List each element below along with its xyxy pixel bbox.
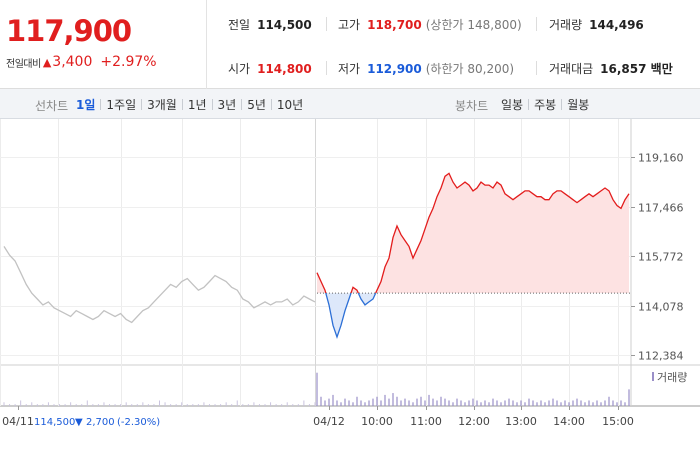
divider — [326, 61, 327, 75]
today-price-line-down — [325, 293, 377, 340]
tab-divider — [528, 98, 530, 110]
stat-label: 거래대금 — [549, 62, 594, 76]
stat-value: 118,700 — [367, 17, 422, 32]
change-label: 전일대비 — [6, 58, 41, 70]
line-period-tab-4[interactable]: 3년 — [217, 97, 237, 112]
current-price-box: 117,900 전일대비 ▲ 3,400 +2.97% — [0, 0, 207, 89]
up-area-fill — [317, 173, 629, 294]
candle-period-tab-2[interactable]: 월봉 — [567, 97, 590, 112]
stat-label: 고가 — [338, 18, 361, 32]
stat-sub: (상한가 148,800) — [425, 18, 522, 32]
prev-day-change: 2,700 — [86, 417, 115, 428]
change-percent: +2.97% — [100, 54, 157, 70]
intraday-price-chart[interactable]: 119,160 117,466 115,772 114,078 112,384 거래량 04… — [0, 119, 700, 450]
candle-period-tab-0[interactable]: 일봉 — [501, 97, 524, 112]
stat-low: 저가 112,900 (하한가 80,200) — [338, 60, 514, 77]
stat-label: 시가 — [228, 62, 251, 76]
stat-value: 144,496 — [589, 17, 644, 32]
stat-prev-close: 전일 114,500 — [228, 16, 312, 33]
quote-summary: 117,900 전일대비 ▲ 3,400 +2.97% 전일 114,500 고… — [0, 0, 700, 89]
volume-legend-swatch — [652, 372, 654, 381]
stat-label: 전일 — [228, 18, 251, 32]
line-chart-label: 선차트 — [35, 99, 69, 113]
prev-day-price-line — [3, 246, 316, 324]
line-period-tab-2[interactable]: 3개월 — [147, 97, 177, 112]
y-tick-label: 115,772 — [638, 251, 684, 264]
divider — [536, 61, 537, 75]
x-tick-label: 11:00 — [410, 415, 442, 428]
candle-period-tabs: 일봉 주봉 월봉 — [496, 89, 594, 119]
line-period-tabs: 1일 1주일 3개월 1년 3년 5년 10년 — [71, 89, 308, 119]
stat-open: 시가 114,800 — [228, 60, 312, 77]
triangle-down-icon: ▼ — [75, 417, 83, 428]
y-tick-label: 114,078 — [638, 301, 684, 314]
stat-sub: (하한가 80,200) — [425, 62, 515, 76]
stat-label: 저가 — [338, 62, 361, 76]
stat-value: 114,500 — [257, 17, 312, 32]
y-tick-label: 117,466 — [638, 202, 684, 215]
x-tick-label: 04/11 — [2, 415, 34, 428]
line-period-tab-5[interactable]: 5년 — [247, 97, 266, 112]
prev-day-change-percent: (-2.30%) — [117, 417, 160, 428]
current-price: 117,900 — [6, 14, 132, 48]
x-tick-label: 13:00 — [505, 415, 537, 428]
stat-value: 112,900 — [367, 61, 422, 76]
stat-value: 16,857 백만 — [600, 62, 673, 76]
x-tick-label: 14:00 — [553, 415, 585, 428]
chart-toolbar: 선차트 1일 1주일 3개월 1년 3년 5년 10년 봉차트 일봉 주봉 월봉 — [0, 89, 700, 119]
line-period-tab-6[interactable]: 10년 — [276, 97, 304, 112]
x-tick-label: 12:00 — [458, 415, 490, 428]
divider — [536, 17, 537, 31]
y-tick-label: 112,384 — [638, 350, 684, 363]
x-tick-label: 04/12 — [313, 415, 345, 428]
line-period-tab-3[interactable]: 1년 — [187, 97, 207, 112]
stat-label: 거래량 — [549, 18, 583, 32]
tab-divider — [141, 98, 143, 110]
tab-divider — [241, 98, 243, 110]
tab-divider — [181, 98, 183, 110]
tab-divider — [561, 98, 563, 110]
x-tick-label: 15:00 — [602, 415, 634, 428]
down-area-fill — [317, 293, 629, 337]
volume-legend-label: 거래량 — [657, 371, 687, 384]
stat-amount: 거래대금 16,857 백만 — [549, 60, 673, 77]
candle-period-tab-1[interactable]: 주봉 — [534, 97, 557, 112]
x-tick-label: 10:00 — [361, 415, 393, 428]
candle-chart-label: 봉차트 — [455, 99, 489, 113]
tab-divider — [100, 98, 102, 110]
stat-value: 114,800 — [257, 61, 312, 76]
change-amount: 3,400 — [52, 54, 93, 70]
stat-high: 고가 118,700 (상한가 148,800) — [338, 16, 522, 33]
y-tick-label: 119,160 — [638, 152, 684, 165]
triangle-up-icon: ▲ — [42, 55, 52, 69]
prev-day-close: 114,500 — [34, 417, 75, 428]
today-price-line-up — [316, 172, 630, 294]
divider — [326, 17, 327, 31]
line-period-tab-1[interactable]: 1주일 — [106, 97, 137, 112]
stat-volume: 거래량 144,496 — [549, 16, 644, 33]
price-change-row: 전일대비 ▲ 3,400 +2.97% — [6, 54, 157, 70]
tab-divider — [270, 98, 272, 110]
tab-divider — [211, 98, 213, 110]
line-period-tab-0[interactable]: 1일 — [76, 97, 96, 112]
